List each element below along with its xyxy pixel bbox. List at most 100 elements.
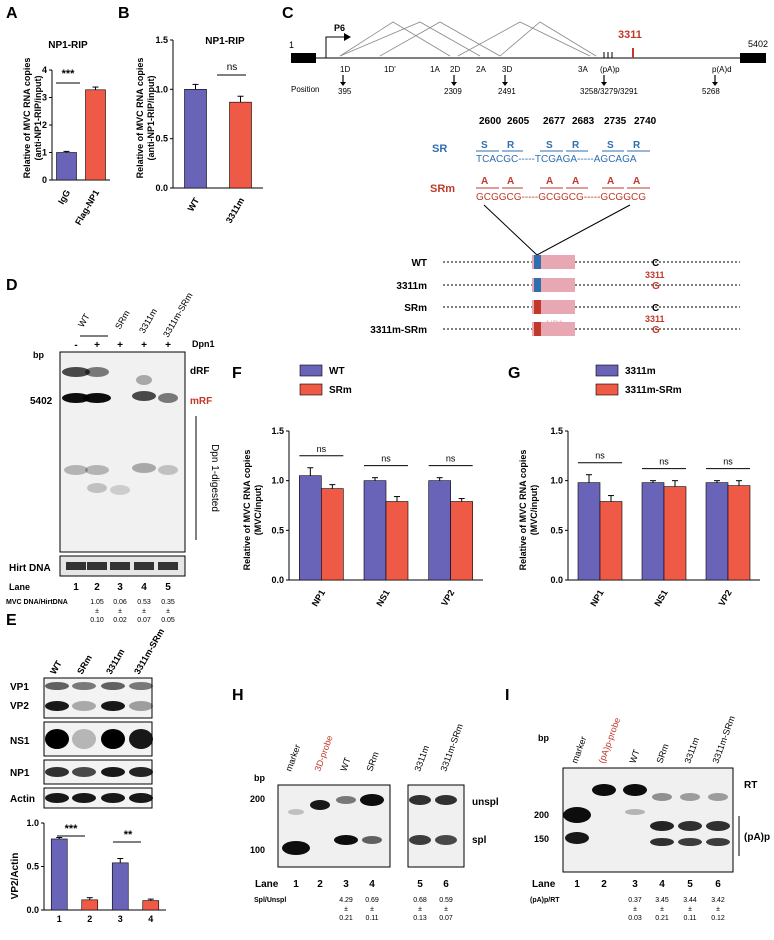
lane-number: 6 bbox=[715, 879, 721, 890]
lane-number: 5 bbox=[417, 879, 423, 890]
d-hirt-bands bbox=[66, 562, 178, 570]
x-tick-label: 2 bbox=[87, 914, 92, 924]
site-pad: p(A)d bbox=[712, 65, 732, 74]
promoter-arrowhead bbox=[344, 33, 351, 41]
ratio-value: 3.45 bbox=[655, 897, 669, 904]
g-legend-3311m-srm: 3311m-SRm bbox=[625, 385, 682, 396]
h-header-3d-probe: 3D-probe bbox=[312, 734, 334, 773]
e-band bbox=[129, 701, 153, 711]
d-band bbox=[83, 393, 111, 403]
panel-e-western: WT SRm 3311m 3311m-SRm VP1 VP2 NS1 NP1 A… bbox=[10, 627, 166, 924]
sr-letter: R bbox=[507, 140, 515, 151]
panel-a-ylabel: Relative of MVC RNA copies bbox=[22, 58, 32, 179]
srm-letter: A bbox=[481, 176, 488, 187]
g-legend-3311m: 3311m bbox=[625, 366, 656, 377]
e-ylabel: VP2/Actin bbox=[10, 853, 21, 900]
h-bp-label: bp bbox=[254, 773, 265, 783]
lane-number: 1 bbox=[73, 582, 79, 593]
ratio-value: 0.59 bbox=[439, 897, 453, 904]
y-tick-label: 3 bbox=[42, 93, 47, 103]
panel-b-chart: NP1-RIP Relative of MVC RNA copies (anti… bbox=[135, 35, 263, 225]
i-band bbox=[680, 793, 700, 801]
h-band bbox=[336, 796, 356, 804]
ratio-value: 0.37 bbox=[628, 897, 642, 904]
e-band-vp2: VP2 bbox=[10, 701, 29, 712]
lane-number: 4 bbox=[141, 582, 147, 593]
splice-line-4 bbox=[457, 21, 591, 57]
d-ratio-label: MVC DNA/HirtDNA bbox=[6, 599, 68, 606]
panel-letter-a: A bbox=[6, 5, 18, 22]
h-band bbox=[409, 835, 431, 845]
site-pap: (pA)p bbox=[600, 65, 620, 74]
sr-box bbox=[534, 322, 541, 336]
sig-label: ns bbox=[723, 457, 733, 467]
sr-letter: R bbox=[633, 140, 641, 151]
sr-letter: S bbox=[607, 140, 614, 151]
ratio-error: 0.02 bbox=[113, 617, 127, 624]
position-2309: 2309 bbox=[444, 87, 462, 96]
e-band bbox=[129, 767, 153, 777]
i-rt-label: RT bbox=[744, 780, 757, 791]
promoter-arrow bbox=[325, 36, 344, 58]
d-band bbox=[85, 465, 109, 475]
e-band-actin: Actin bbox=[10, 794, 35, 805]
bar bbox=[641, 482, 665, 581]
lane-number: 3 bbox=[343, 879, 349, 890]
sig-label: ns bbox=[595, 451, 605, 461]
d-header-wt: WT bbox=[76, 311, 92, 329]
splice-line-2 bbox=[339, 21, 481, 57]
h-band bbox=[334, 835, 358, 845]
bar bbox=[111, 862, 129, 911]
i-header-3311m-srm: 3311m-SRm bbox=[710, 714, 736, 764]
x-tick-label: 3311m bbox=[224, 196, 246, 225]
sr-label: SR bbox=[432, 143, 447, 155]
lane-number: 1 bbox=[293, 879, 299, 890]
ratio-value: 4.29 bbox=[339, 897, 353, 904]
d-header-srm: SRm bbox=[113, 309, 132, 331]
e-band bbox=[129, 729, 153, 749]
ratio-pm: ± bbox=[118, 608, 122, 615]
ratio-error: 0.07 bbox=[439, 915, 453, 922]
i-band bbox=[592, 784, 616, 796]
ratio-pm: ± bbox=[142, 608, 146, 615]
i-header-3311m: 3311m bbox=[682, 736, 701, 765]
panel-c-gene-map: 1 5402 P6 3311 1D 1D' 1A 2D 2A 3D 3A (pA… bbox=[289, 21, 768, 336]
dpn-symbol: + bbox=[117, 340, 123, 351]
f-ylabel-2: (MVC/input) bbox=[253, 485, 263, 535]
e-band bbox=[72, 793, 96, 803]
i-size-150: 150 bbox=[534, 834, 549, 844]
ratio-error: 0.11 bbox=[683, 915, 696, 922]
srm-letter: A bbox=[572, 176, 579, 187]
seq-pos-2740: 2740 bbox=[634, 116, 657, 127]
d-band bbox=[62, 393, 90, 403]
y-tick-label: 1.0 bbox=[155, 84, 168, 94]
dpn-symbol: - bbox=[74, 340, 77, 351]
construct-base: C bbox=[652, 303, 659, 314]
panel-letter-h: H bbox=[232, 687, 244, 704]
construct-label: 3311m bbox=[396, 281, 427, 292]
i-lane-label: Lane bbox=[532, 879, 556, 890]
bar bbox=[577, 482, 601, 581]
panel-b-ylabel: Relative of MVC RNA copies bbox=[135, 58, 145, 179]
y-tick-label: 1.0 bbox=[26, 818, 39, 828]
lane-number: 6 bbox=[443, 879, 449, 890]
position-2491: 2491 bbox=[498, 87, 516, 96]
sr-box bbox=[534, 255, 541, 269]
panel-g-chart: 3311m 3311m-SRm Relative of MVC RNA copi… bbox=[518, 364, 760, 608]
i-band bbox=[650, 838, 674, 846]
splice-line-1 bbox=[339, 21, 451, 57]
mutation-label: 3311 bbox=[618, 29, 642, 41]
lane-number: 3 bbox=[632, 879, 638, 890]
h-lane-numbers: 1 2 3 4 5 6 bbox=[293, 879, 449, 890]
i-ratio-label: (pA)p/RT bbox=[530, 897, 560, 904]
e-bands bbox=[45, 682, 153, 803]
x-tick-label: NP1 bbox=[310, 588, 327, 608]
y-tick-label: 1.5 bbox=[550, 426, 563, 436]
i-band bbox=[708, 793, 728, 801]
x-tick-label: Flag-NP1 bbox=[73, 188, 101, 227]
bar bbox=[50, 838, 68, 911]
d-band bbox=[62, 367, 90, 377]
sr-box bbox=[534, 278, 541, 292]
panel-a-chart: NP1-RIP Relative of MVC RNA copies (anti… bbox=[22, 40, 110, 227]
